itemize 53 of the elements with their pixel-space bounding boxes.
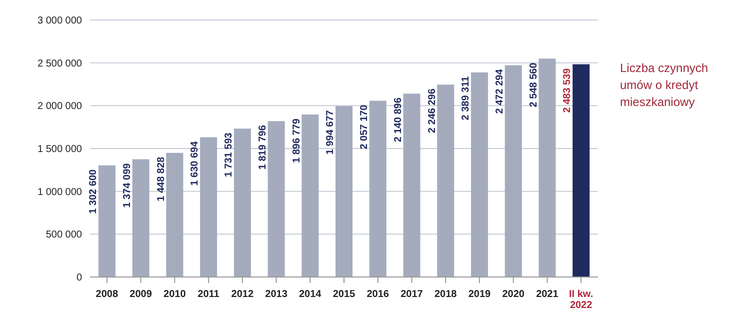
bar [572, 64, 590, 277]
bar [538, 58, 556, 277]
x-tick-label: 2019 [468, 289, 492, 300]
x-tick-label: 2009 [130, 289, 152, 300]
y-tick-label: 1 000 000 [38, 186, 82, 198]
x-tick-label: 2016 [366, 289, 390, 300]
y-tick-label: 2 500 000 [38, 58, 82, 70]
x-tick-label: 2013 [265, 289, 288, 300]
bar [98, 165, 116, 277]
data-label: 1 630 694 [190, 140, 201, 186]
bar [471, 72, 488, 277]
bar [504, 65, 522, 277]
y-tick-label: 2 000 000 [38, 101, 82, 112]
x-tick-label: 2021 [536, 289, 559, 300]
bar [369, 100, 386, 277]
data-label: 2 389 311 [460, 76, 472, 120]
x-tick-label: 2020 [502, 289, 525, 300]
data-label: 2 548 560 [528, 62, 540, 108]
data-label: 2 140 896 [392, 97, 404, 142]
data-label: 1 896 779 [291, 118, 302, 164]
x-tick-label: 2015 [332, 289, 356, 300]
x-tick-label: 2014 [299, 289, 322, 300]
x-tick-label: 2012 [231, 289, 254, 300]
data-label: 1 994 677 [325, 110, 336, 155]
bar [166, 152, 184, 277]
data-label: 2 057 170 [359, 104, 370, 150]
x-tick-label: 2010 [164, 289, 186, 300]
data-label: 1 374 099 [122, 162, 133, 208]
bar [336, 106, 353, 277]
x-tick-label: II kw. 2022 [569, 289, 594, 311]
y-tick-label: 3 000 000 [38, 16, 82, 27]
data-label: 1 448 828 [156, 156, 167, 202]
data-label: 1 731 593 [224, 132, 235, 178]
bar [132, 159, 150, 277]
x-tick-label: 2008 [96, 289, 118, 300]
data-label: 2 472 294 [494, 68, 506, 114]
x-tick-label: 2018 [434, 289, 458, 300]
data-label: 1 302 600 [88, 168, 100, 214]
x-tick-label: 2017 [400, 289, 424, 300]
bar [268, 121, 285, 277]
data-label: 2 483 539 [562, 68, 574, 113]
bar [403, 94, 420, 277]
data-label: 1 819 796 [257, 124, 268, 170]
bar [234, 128, 251, 277]
text: Liczba czynnych umów o kredyt mieszkaniowy [620, 60, 710, 111]
y-tick-label: 1 500 000 [38, 144, 82, 156]
bar [302, 114, 319, 277]
x-tick-label: 2011 [198, 289, 220, 300]
y-tick-label: 500 000 [46, 230, 82, 241]
y-tick-label: 0 [76, 272, 82, 284]
bar [200, 137, 218, 277]
bar [437, 84, 454, 277]
data-label: 2 246 296 [426, 88, 438, 134]
